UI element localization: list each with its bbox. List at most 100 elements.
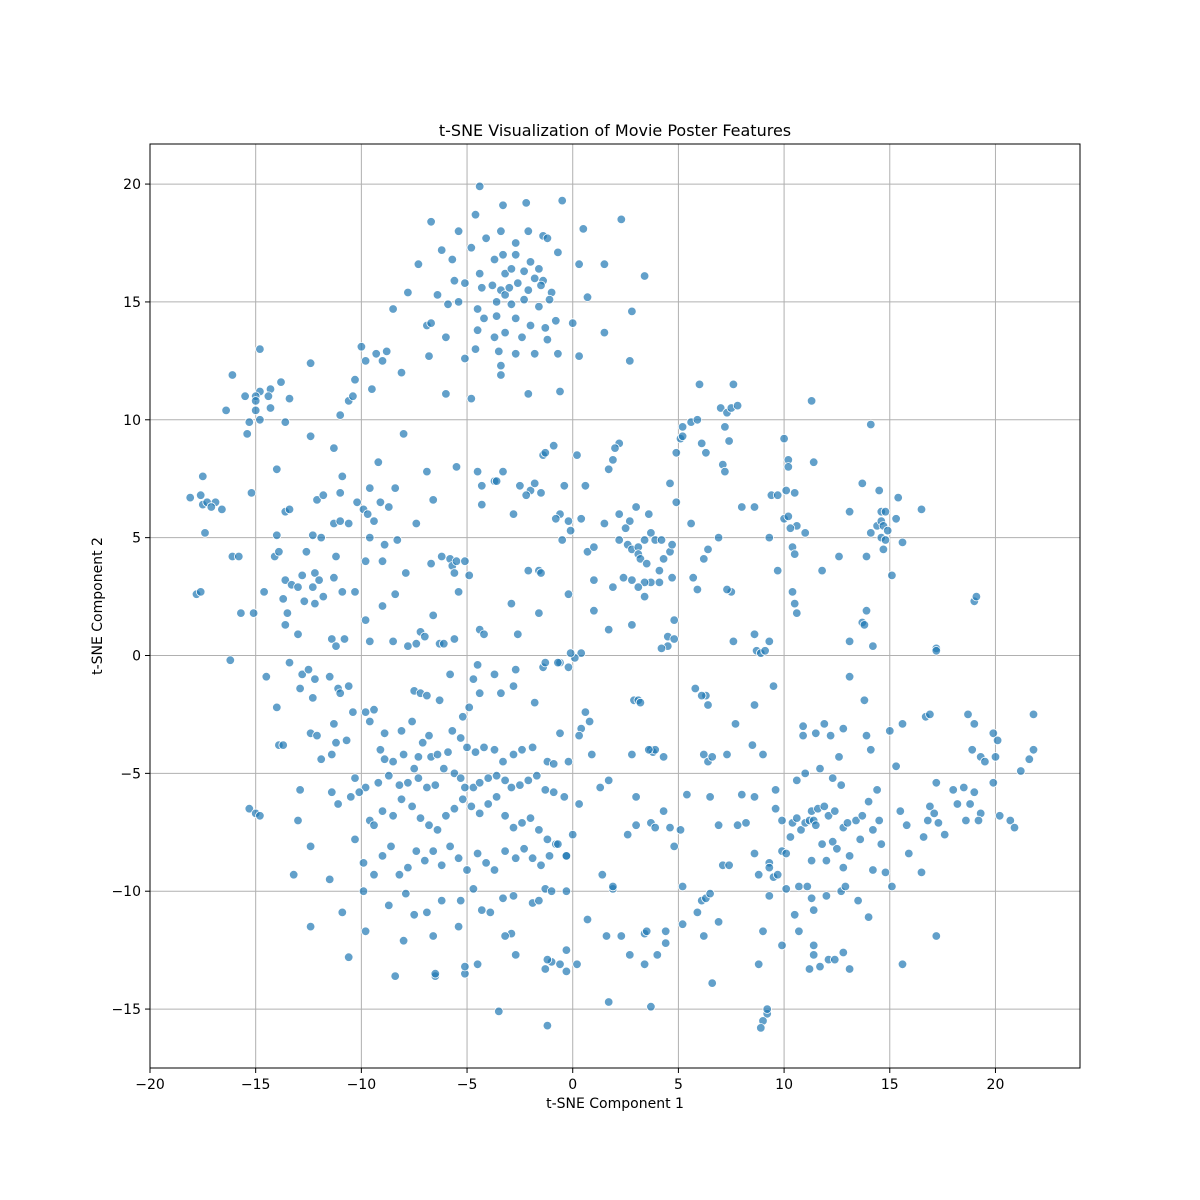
scatter-point [426, 217, 436, 227]
x-tick-label: −20 [135, 1077, 165, 1093]
scatter-point [883, 525, 893, 536]
scatter-point [479, 313, 489, 324]
scatter-point [369, 870, 379, 880]
scatter-point [933, 818, 944, 828]
scatter-point [508, 891, 519, 901]
scatter-point [403, 862, 413, 873]
scatter-point [724, 436, 734, 446]
y-tick-label: −10 [111, 884, 141, 900]
scatter-point [227, 370, 238, 380]
scatter-point [563, 516, 574, 526]
scatter-point [819, 719, 830, 729]
scatter-point [217, 504, 227, 515]
scatter-point [460, 353, 470, 364]
scatter-point [504, 283, 515, 293]
scatter-point [604, 624, 614, 635]
scatter-point [384, 771, 394, 781]
y-tick-label: 10 [123, 413, 141, 429]
scatter-point [472, 660, 483, 670]
scatter-point [206, 502, 217, 512]
scatter-point [798, 721, 808, 731]
scatter-point [396, 367, 407, 378]
scatter-point [534, 301, 544, 312]
scatter-point [424, 730, 434, 741]
scatter-point [764, 532, 775, 543]
scatter-point [284, 657, 295, 668]
scatter-point [677, 422, 688, 432]
scatter-point [534, 264, 544, 274]
x-tick-label: −5 [457, 1077, 478, 1093]
scatter-point [631, 502, 641, 512]
scatter-point [413, 259, 424, 269]
scatter-point [749, 700, 760, 710]
scatter-point [694, 379, 705, 390]
scatter-point [369, 820, 379, 830]
scatter-point [496, 226, 506, 236]
scatter-point [677, 431, 688, 442]
scatter-point [517, 818, 527, 828]
scatter-point [331, 551, 341, 562]
scatter-point [428, 846, 438, 856]
scatter-point [568, 318, 578, 328]
scatter-point [445, 669, 455, 680]
scatter-point [861, 606, 872, 616]
scatter-point [874, 815, 884, 826]
scatter-point [456, 773, 466, 783]
scatter-point [597, 870, 608, 880]
scatter-point [555, 959, 565, 970]
scatter-point [540, 657, 551, 668]
scatter-point [310, 568, 320, 578]
scatter-point [821, 855, 832, 866]
scatter-point [460, 278, 470, 288]
scatter-point [646, 1002, 656, 1012]
scatter-point [451, 556, 462, 566]
scatter-point [861, 730, 872, 741]
scatter-point [449, 276, 460, 286]
scatter-point [988, 778, 999, 788]
scatter-point [770, 804, 781, 814]
scatter-point [462, 865, 472, 875]
scatter-point [284, 393, 295, 404]
scatter-point [701, 448, 711, 458]
scatter-point [525, 320, 536, 331]
scatter-point [967, 745, 977, 755]
scatter-point [458, 794, 468, 805]
scatter-point [969, 719, 980, 729]
scatter-point [891, 761, 901, 772]
scatter-point [542, 834, 553, 845]
grid-lines [149, 144, 1080, 1068]
scatter-point [559, 792, 570, 802]
scatter-point [377, 556, 388, 566]
scatter-point [604, 997, 614, 1007]
scatter-point [804, 964, 815, 974]
scatter-point [331, 738, 341, 748]
scatter-point [618, 573, 629, 583]
scatter-point [523, 775, 534, 786]
scatter-point [844, 636, 855, 647]
scatter-point [198, 471, 208, 482]
scatter-point [762, 1004, 772, 1014]
scatter-point [703, 700, 713, 710]
scatter-point [475, 268, 485, 279]
scatter-point [669, 615, 679, 625]
scatter-point [263, 391, 274, 401]
scatter-point [373, 457, 384, 467]
scatter-point [449, 768, 460, 779]
scatter-point [308, 530, 318, 541]
scatter-point [646, 528, 656, 538]
scatter-point [375, 745, 386, 755]
scatter-point [713, 820, 724, 830]
scatter-point [781, 884, 791, 894]
scatter-point [549, 787, 559, 797]
scatter-point [460, 556, 470, 566]
scatter-point [627, 620, 637, 630]
scatter-point [234, 551, 244, 562]
scatter-point [360, 782, 371, 793]
scatter-point [988, 728, 999, 739]
scatter-point [658, 752, 669, 762]
scatter-point [665, 478, 675, 489]
scatter-point [627, 575, 637, 585]
scatter-point [530, 478, 540, 489]
scatter-point [574, 351, 584, 361]
scatter-point [859, 695, 870, 706]
